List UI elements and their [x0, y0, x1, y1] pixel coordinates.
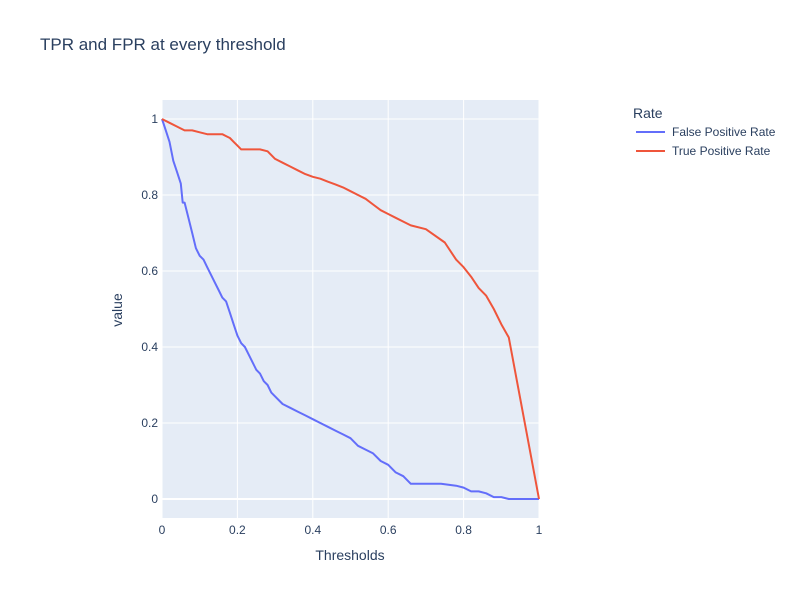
- x-tick-label: 0.6: [380, 523, 397, 537]
- legend-item[interactable]: True Positive Rate: [636, 144, 771, 158]
- y-tick-label: 1: [151, 112, 158, 126]
- y-tick-label: 0.4: [141, 340, 158, 354]
- series-line-false-positive-rate: [161, 118, 539, 500]
- plot-area: [162, 100, 539, 518]
- y-tick-label: 0.8: [141, 188, 158, 202]
- x-tick-label: 0.8: [455, 523, 472, 537]
- y-tick-labels: 0 0.2 0.4 0.6 0.8 1: [141, 112, 158, 506]
- x-tick-labels: 0 0.2 0.4 0.6 0.8 1: [159, 523, 543, 537]
- x-axis-label: Thresholds: [315, 547, 384, 563]
- y-gridlines: [162, 118, 539, 500]
- y-axis-label: value: [109, 293, 125, 327]
- y-tick-label: 0.2: [141, 416, 158, 430]
- legend-item[interactable]: False Positive Rate: [636, 125, 776, 139]
- chart-title: TPR and FPR at every threshold: [40, 35, 286, 54]
- series-line-true-positive-rate: [161, 118, 540, 500]
- x-tick-label: 0.4: [304, 523, 321, 537]
- x-gridlines: [161, 100, 540, 518]
- x-tick-label: 0.2: [229, 523, 246, 537]
- series-layer: [161, 118, 540, 500]
- x-tick-label: 1: [536, 523, 543, 537]
- y-tick-label: 0.6: [141, 264, 158, 278]
- x-tick-label: 0: [159, 523, 166, 537]
- y-tick-label: 0: [151, 492, 158, 506]
- legend[interactable]: Rate False Positive Rate True Positive Ra…: [633, 105, 776, 158]
- legend-title: Rate: [633, 105, 663, 121]
- legend-label: False Positive Rate: [672, 125, 776, 139]
- legend-label: True Positive Rate: [672, 144, 771, 158]
